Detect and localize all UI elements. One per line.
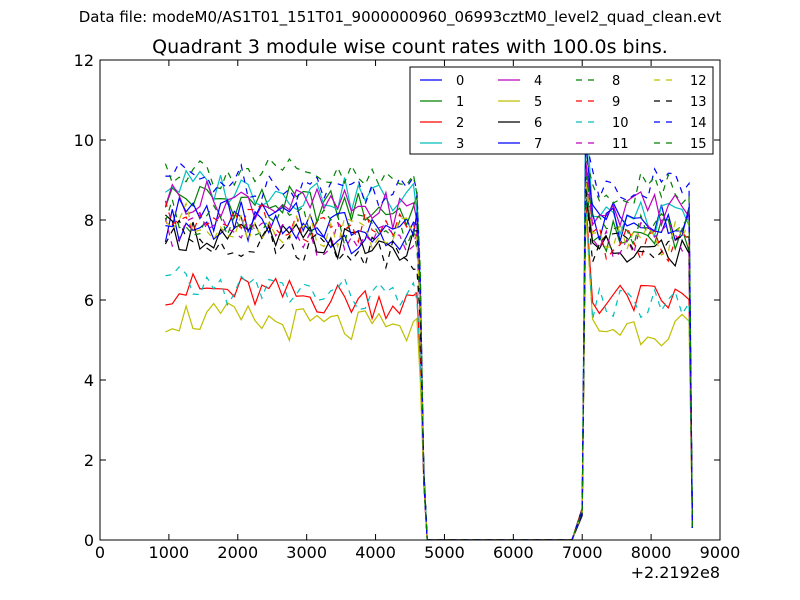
series-line-4 <box>164 159 693 540</box>
x-tick-label: 2000 <box>217 543 258 562</box>
series-line-7 <box>165 139 693 540</box>
series-line-0 <box>164 163 693 540</box>
series-line-11 <box>164 167 693 540</box>
series-line-2 <box>165 199 693 540</box>
series-line-12 <box>164 179 693 540</box>
x-tick-label: 4000 <box>355 543 396 562</box>
y-tick-label: 4 <box>84 371 94 390</box>
x-tick-label: 6000 <box>493 543 534 562</box>
series-line-5 <box>165 211 693 540</box>
y-tick-label: 12 <box>74 51 94 70</box>
legend-box <box>409 66 714 155</box>
legend-label-4: 4 <box>534 74 542 89</box>
legend-label-13: 13 <box>690 95 707 110</box>
legend-label-15: 15 <box>690 137 707 152</box>
legend-label-0: 0 <box>456 74 464 89</box>
y-tick-label: 8 <box>84 211 94 230</box>
series-line-15 <box>164 155 693 540</box>
x-offset-label: +2.2192e8 <box>631 563 720 582</box>
series-line-9 <box>164 179 693 540</box>
series-line-8 <box>164 171 693 540</box>
legend-label-1: 1 <box>456 95 464 110</box>
y-tick-label: 10 <box>74 131 94 150</box>
y-tick-label: 2 <box>84 451 94 470</box>
series-line-13 <box>164 187 693 540</box>
legend-label-11: 11 <box>612 137 629 152</box>
legend-label-14: 14 <box>690 116 707 131</box>
x-tick-label: 3000 <box>286 543 327 562</box>
chart-title: Quadrant 3 module wise count rates with … <box>152 36 668 58</box>
x-tick-label: 1000 <box>149 543 190 562</box>
legend-label-7: 7 <box>534 137 542 152</box>
legend-label-12: 12 <box>690 74 707 89</box>
legend-label-6: 6 <box>534 116 542 131</box>
legend-label-9: 9 <box>612 95 620 110</box>
y-tick-label: 0 <box>84 531 94 550</box>
x-tick-label: 7000 <box>562 543 603 562</box>
data-file-title: Data file: modeM0/AS1T01_151T01_90000009… <box>78 8 722 26</box>
legend-label-10: 10 <box>612 116 629 131</box>
series-group <box>164 99 693 540</box>
legend-label-5: 5 <box>534 95 542 110</box>
x-tick-label: 8000 <box>631 543 672 562</box>
legend-label-8: 8 <box>612 74 620 89</box>
x-tick-label: 5000 <box>424 543 465 562</box>
legend-label-2: 2 <box>456 116 464 131</box>
y-tick-label: 6 <box>84 291 94 310</box>
series-line-6 <box>164 195 693 540</box>
x-tick-label: 0 <box>95 543 105 562</box>
x-tick-label: 9000 <box>700 543 741 562</box>
legend-label-3: 3 <box>456 137 464 152</box>
series-line-3 <box>165 99 693 540</box>
series-line-10 <box>165 195 693 540</box>
series-line-14 <box>165 139 693 540</box>
